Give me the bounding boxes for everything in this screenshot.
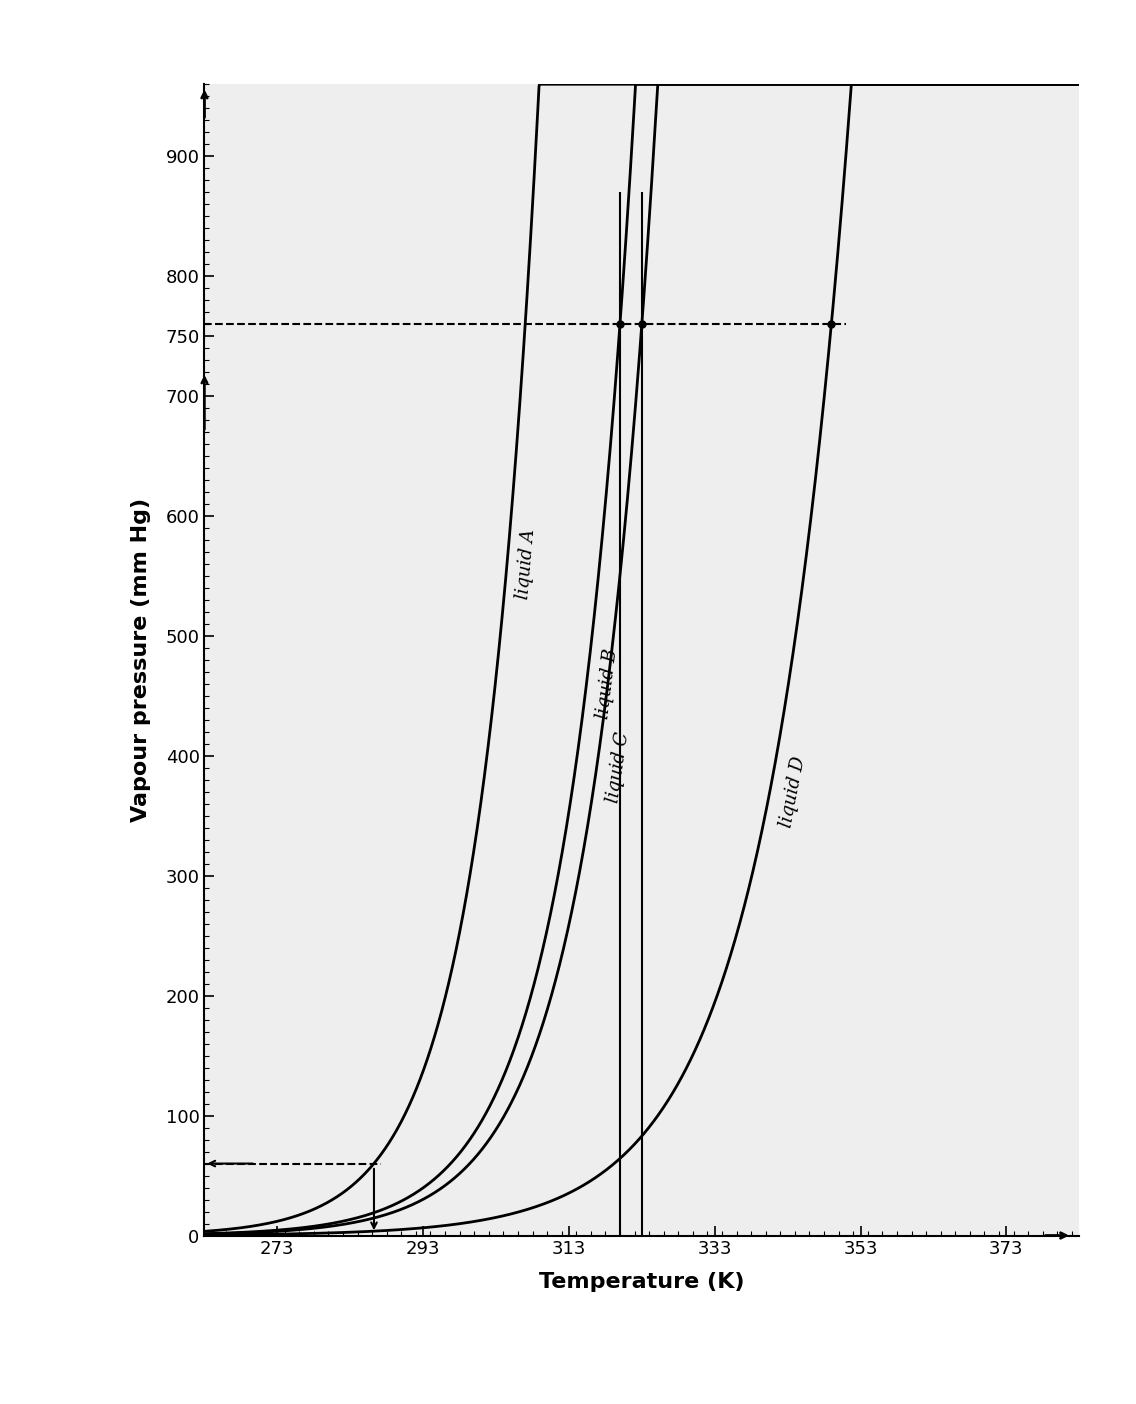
X-axis label: Temperature (K): Temperature (K) [540, 1272, 744, 1292]
Text: liquid C: liquid C [603, 731, 632, 804]
Y-axis label: Vapour pressure (mm Hg): Vapour pressure (mm Hg) [132, 498, 151, 821]
Text: liquid D: liquid D [777, 755, 809, 828]
Text: liquid A: liquid A [515, 528, 538, 600]
Text: liquid B: liquid B [594, 647, 620, 720]
